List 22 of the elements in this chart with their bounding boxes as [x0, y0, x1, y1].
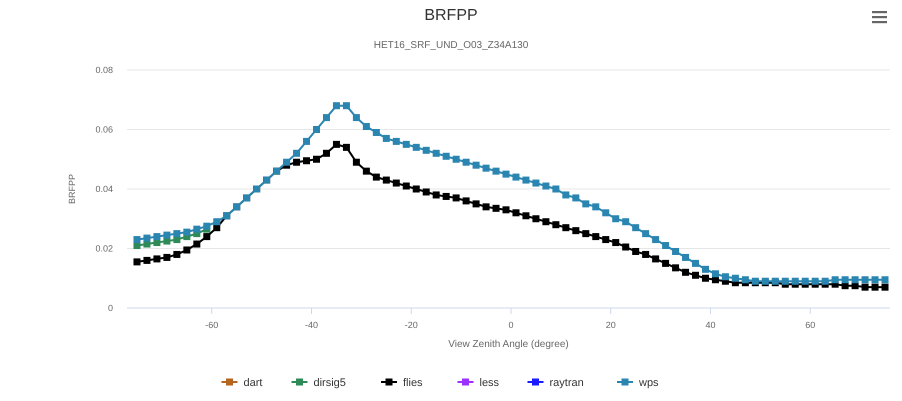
legend-label: dart [244, 376, 262, 389]
x-tick-label: -20 [404, 320, 418, 330]
x-tick-label: 20 [606, 320, 616, 330]
chart-title: BRFPP [424, 7, 478, 24]
x-tick-label: 60 [805, 320, 816, 330]
y-tick-label: 0.06 [95, 124, 113, 135]
x-tick-label: 0 [508, 320, 514, 330]
x-tick-label: 40 [705, 320, 716, 330]
y-tick-label: 0.08 [95, 65, 113, 76]
legend-label: raytran [550, 376, 584, 389]
chart-subtitle: HET16_SRF_UND_O03_Z34A130 [374, 40, 529, 51]
y-axis-title: BRFPP [67, 174, 77, 204]
x-tick-label: -60 [205, 320, 218, 330]
legend-label: less [480, 376, 500, 389]
legend-label: flies [403, 376, 424, 389]
y-tick-label: 0 [108, 303, 113, 314]
legend-label: dirsig5 [314, 376, 346, 389]
x-tick-label: -40 [305, 320, 318, 330]
y-tick-label: 0.02 [95, 244, 113, 254]
legend-label: wps [638, 376, 660, 389]
y-tick-label: 0.04 [95, 184, 113, 194]
x-axis-title: View Zenith Angle (degree) [448, 339, 569, 350]
